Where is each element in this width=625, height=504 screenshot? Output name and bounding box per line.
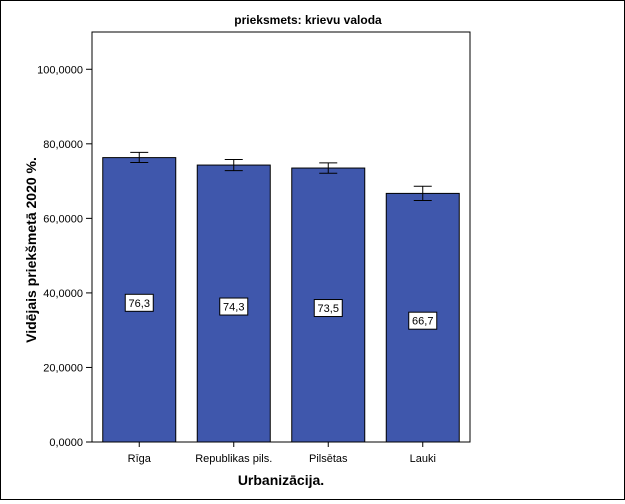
data-label-box	[408, 311, 438, 330]
y-tick-label: 80,0000	[43, 139, 83, 151]
data-label-box	[124, 293, 154, 312]
x-tick-label: Republikas pils.	[195, 453, 272, 465]
y-tick-label: 100,0000	[37, 64, 83, 76]
y-axis-label: Vidējais priekšmetā 2020 %.	[23, 157, 39, 343]
x-tick-label: Lauki	[410, 453, 436, 465]
data-label: 66,7	[412, 316, 433, 328]
x-tick-label: Pilsētas	[309, 453, 348, 465]
x-axis-label: Urbanizācija.	[238, 472, 324, 488]
y-tick-label: 60,0000	[43, 213, 83, 225]
chart-title: prieksmets: krievu valoda	[234, 13, 382, 27]
bars: 76,3 74,3 73,5 66,7	[102, 151, 460, 443]
x-axis: Rīga Republikas pils. Pilsētas Lauki	[128, 442, 436, 465]
data-label: 74,3	[223, 302, 244, 314]
data-label-box	[219, 297, 249, 316]
y-tick-label: 0,0000	[49, 437, 83, 449]
data-label-box	[313, 299, 343, 318]
data-label: 76,3	[129, 298, 150, 310]
y-axis: 0,0000 20,0000 40,0000 60,0000 80,0000 100,00…	[37, 64, 92, 449]
y-tick-label: 20,0000	[43, 362, 83, 374]
data-label: 73,5	[318, 303, 339, 315]
x-tick-label: Rīga	[128, 453, 152, 465]
y-tick-label: 40,0000	[43, 288, 83, 300]
